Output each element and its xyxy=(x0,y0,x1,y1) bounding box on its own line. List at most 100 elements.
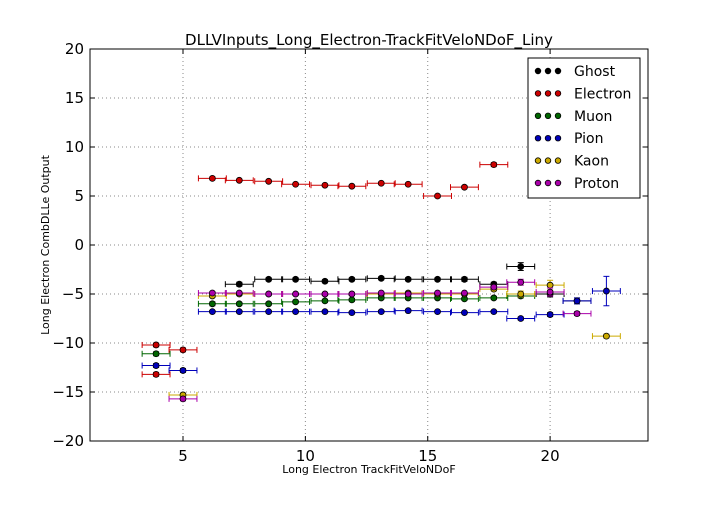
y-tick-label: −15 xyxy=(52,383,84,401)
data-point xyxy=(235,308,243,316)
legend-marker xyxy=(534,90,542,97)
data-point xyxy=(152,370,160,378)
x-tick-label: 5 xyxy=(178,447,188,465)
data-point xyxy=(404,307,412,315)
legend-label: Pion xyxy=(574,131,603,147)
data-point xyxy=(377,179,385,187)
data-point xyxy=(602,332,610,340)
y-tick-label: 15 xyxy=(65,89,84,107)
data-point xyxy=(265,290,273,298)
legend-marker xyxy=(554,157,562,164)
series-pion xyxy=(141,275,621,374)
x-axis-label: Long Electron TrackFitVeloNDoF xyxy=(282,463,455,476)
y-tick-label: −20 xyxy=(52,432,84,450)
data-point xyxy=(265,275,273,283)
chart-title: DLLVInputs_Long_Electron-TrackFitVeloNDo… xyxy=(185,31,553,50)
data-point xyxy=(208,300,216,308)
data-point xyxy=(292,180,299,188)
legend-item-ghost: Ghost xyxy=(534,64,616,80)
x-tick-label: 15 xyxy=(418,447,437,465)
y-tick-label: 20 xyxy=(65,40,84,58)
data-point xyxy=(434,308,441,316)
data-point xyxy=(602,287,610,295)
legend-marker xyxy=(544,112,552,119)
legend-marker xyxy=(554,134,562,142)
data-point xyxy=(235,289,243,297)
data-point xyxy=(434,275,441,283)
legend-item-electron: Electron xyxy=(534,86,631,102)
y-axis-label: Long Electron CombDLLe Output xyxy=(39,154,52,335)
legend-marker xyxy=(534,67,542,75)
x-tick-label: 10 xyxy=(296,447,315,465)
data-point xyxy=(235,300,243,308)
y-tick-label: 0 xyxy=(74,236,84,254)
data-point xyxy=(235,176,243,184)
data-point xyxy=(573,297,581,305)
data-point xyxy=(517,290,525,298)
data-point xyxy=(321,308,329,316)
data-layer xyxy=(141,161,621,403)
data-point xyxy=(265,177,273,185)
data-point xyxy=(434,192,441,200)
legend-item-proton: Proton xyxy=(534,176,619,192)
data-point xyxy=(434,289,441,297)
legend-marker xyxy=(534,157,542,164)
legend-box xyxy=(527,57,641,199)
data-point xyxy=(348,290,356,298)
data-point xyxy=(490,161,498,169)
data-point xyxy=(292,308,299,316)
series-proton xyxy=(168,278,592,403)
legend-label: Proton xyxy=(574,176,619,192)
data-point xyxy=(461,309,468,317)
legend-label: Kaon xyxy=(574,154,609,170)
legend-item-pion: Pion xyxy=(534,131,603,147)
legend-marker xyxy=(534,112,542,119)
data-point xyxy=(348,275,356,283)
data-point xyxy=(546,311,554,318)
legend-label: Muon xyxy=(574,109,612,125)
data-point xyxy=(208,308,216,316)
x-tick-label: 20 xyxy=(541,447,560,465)
legend-item-kaon: Kaon xyxy=(534,154,609,170)
legend-marker xyxy=(544,67,552,75)
y-tick-label: −10 xyxy=(52,334,84,352)
legend-marker xyxy=(554,179,562,187)
data-point xyxy=(152,362,160,369)
data-point xyxy=(517,278,525,286)
data-point xyxy=(292,275,299,283)
data-point xyxy=(265,308,273,316)
data-point xyxy=(490,283,498,291)
legend-label: Ghost xyxy=(574,64,616,80)
y-tick-label: 10 xyxy=(65,138,84,156)
data-point xyxy=(461,289,468,297)
data-point xyxy=(377,308,385,316)
legend-marker xyxy=(534,134,542,142)
data-point xyxy=(517,263,525,270)
data-point xyxy=(377,289,385,297)
series-electron xyxy=(141,161,509,378)
data-point xyxy=(265,300,273,308)
data-point xyxy=(461,183,468,191)
data-point xyxy=(546,281,554,289)
data-point xyxy=(208,289,216,297)
series-muon xyxy=(141,292,536,358)
legend-marker xyxy=(554,90,562,97)
legend-marker xyxy=(544,157,552,164)
legend-marker xyxy=(544,90,552,97)
legend-marker xyxy=(544,134,552,142)
data-point xyxy=(377,274,385,282)
data-point xyxy=(321,181,329,189)
data-point xyxy=(490,294,498,302)
legend-marker xyxy=(554,67,562,75)
data-point xyxy=(321,277,329,285)
data-point xyxy=(208,174,216,182)
legend-label: Electron xyxy=(574,86,631,102)
data-point xyxy=(573,310,581,318)
data-point xyxy=(348,296,356,304)
data-point xyxy=(348,182,356,190)
data-point xyxy=(546,288,554,296)
ticks: 5 10 15 20 −20 −15 −10 −5 0 5 10 15 20 xyxy=(52,40,648,465)
y-tick-label: 5 xyxy=(74,187,84,205)
